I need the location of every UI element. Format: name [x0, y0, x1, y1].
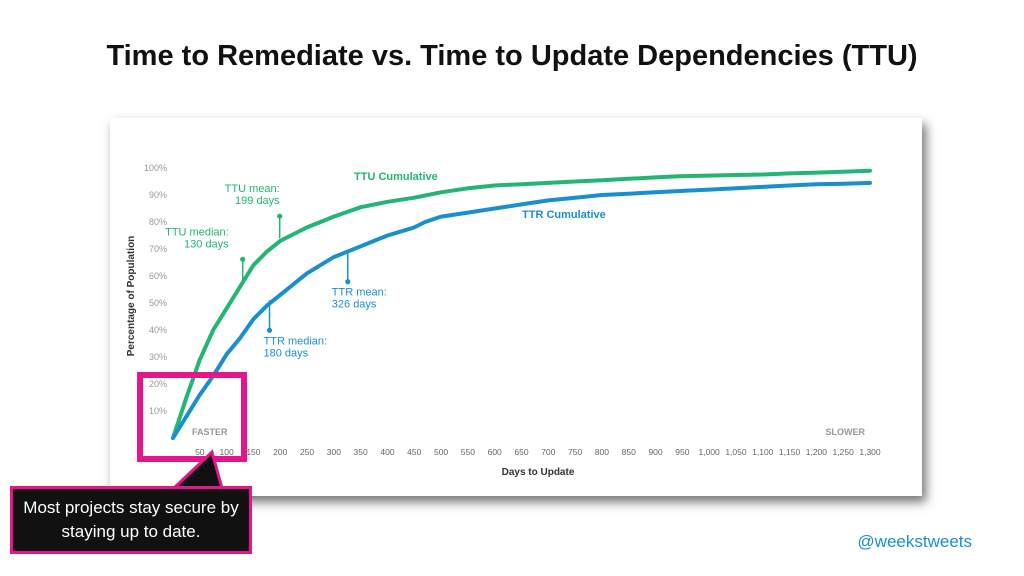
x-tick-label: 800	[595, 447, 609, 457]
x-axis-tick-labels: 50 100 150 200 250 300 350 400 450 500 550 600 650 70…	[195, 447, 881, 457]
slide-title: Time to Remediate vs. Time to Update Dep…	[106, 40, 918, 72]
x-tick-label: 1,200	[806, 447, 828, 457]
twitter-handle: @weekstweets	[857, 532, 972, 551]
x-tick-label: 650	[514, 447, 528, 457]
annotation-value: 199 days	[235, 195, 280, 207]
x-tick-label: 1,150	[779, 447, 801, 457]
annotation-value: 130 days	[184, 238, 229, 250]
y-tick-label: 20%	[149, 379, 167, 389]
x-tick-label: 200	[273, 447, 287, 457]
y-tick-label: 30%	[149, 352, 167, 362]
x-tick-label: 50	[195, 447, 205, 457]
x-tick-label: 100	[220, 447, 234, 457]
y-tick-label: 40%	[149, 325, 167, 335]
y-tick-label: 50%	[149, 298, 167, 308]
ttr-series-label: TTR Cumulative	[522, 209, 606, 221]
x-tick-label: 450	[407, 447, 421, 457]
slower-label: SLOWER	[826, 427, 866, 437]
ttu-series-label: TTU Cumulative	[354, 171, 438, 183]
ttr-cumulative-line	[171, 180, 872, 440]
x-tick-label: 1,300	[859, 447, 881, 457]
ttr-median-annotation: TTR median:180 days	[264, 300, 328, 359]
y-tick-label: 10%	[149, 406, 167, 416]
x-tick-label: 1,050	[725, 447, 747, 457]
y-tick-label: 60%	[149, 271, 167, 281]
x-tick-label: 900	[648, 447, 662, 457]
ttu-mean-annotation: TTU mean:199 days	[225, 183, 283, 239]
annotation-value: 326 days	[332, 299, 377, 311]
y-tick-label: 90%	[149, 190, 167, 200]
x-tick-label: 400	[380, 447, 394, 457]
x-tick-label: 850	[622, 447, 636, 457]
x-tick-label: 550	[461, 447, 475, 457]
x-tick-label: 750	[568, 447, 582, 457]
x-tick-label: 700	[541, 447, 555, 457]
y-axis-tick-labels: 10% 20% 30% 40% 50% 60% 70% 80% 90% 100%	[144, 163, 167, 416]
x-tick-label: 150	[246, 447, 260, 457]
x-tick-label: 350	[354, 447, 368, 457]
y-tick-label: 80%	[149, 217, 167, 227]
annotation-dot	[240, 256, 246, 262]
annotation-label: TTR median:	[264, 335, 328, 347]
series-lines	[171, 168, 872, 440]
x-tick-label: 950	[675, 447, 689, 457]
annotation-value: 180 days	[264, 347, 309, 359]
x-tick-label: 1,100	[752, 447, 774, 457]
ttr-mean-annotation: TTR mean:326 days	[332, 251, 387, 311]
faster-label: FASTER	[192, 427, 228, 437]
annotation-label: TTU mean:	[225, 183, 280, 195]
y-tick-label: 100%	[144, 163, 167, 173]
x-tick-label: 250	[300, 447, 314, 457]
y-tick-label: 70%	[149, 244, 167, 254]
line-chart: 10% 20% 30% 40% 50% 60% 70% 80% 90% 100% 50 100 150…	[126, 163, 881, 478]
x-tick-label: 600	[488, 447, 502, 457]
x-tick-label: 1,250	[833, 447, 855, 457]
annotation-label: TTR mean:	[332, 287, 387, 299]
callout-box: Most projects stay secure by staying up …	[10, 486, 252, 554]
x-tick-label: 500	[434, 447, 448, 457]
y-axis-label: Percentage of Population	[126, 236, 137, 357]
annotation-dot	[277, 213, 283, 219]
ttu-cumulative-line	[171, 168, 872, 440]
annotation-dot	[345, 279, 351, 285]
x-tick-label: 1,000	[699, 447, 721, 457]
callout-text: Most projects stay secure by staying up …	[23, 498, 239, 541]
ttu-median-annotation: TTU median:130 days	[165, 226, 246, 282]
chart-card: 10% 20% 30% 40% 50% 60% 70% 80% 90% 100% 50 100 150…	[110, 118, 922, 496]
annotation-label: TTU median:	[165, 226, 229, 238]
series-labels: TTU Cumulative TTR Cumulative	[354, 171, 606, 221]
x-tick-label: 300	[327, 447, 341, 457]
x-axis-label: Days to Update	[502, 467, 575, 478]
annotation-dot	[266, 327, 273, 333]
